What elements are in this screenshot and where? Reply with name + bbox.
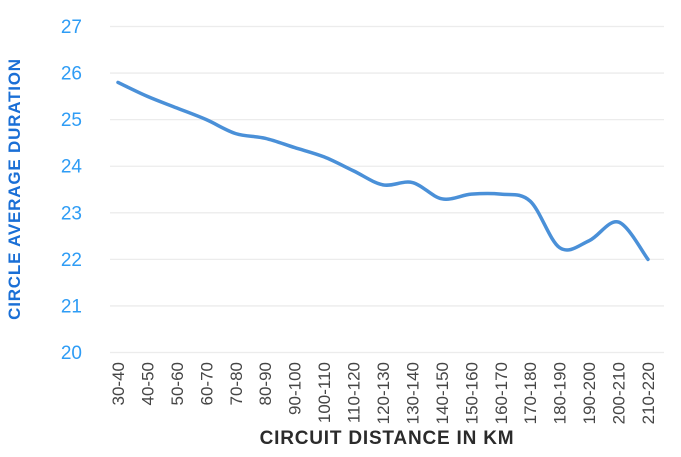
duration-line — [116, 80, 650, 262]
x-tick-label: 70-80 — [227, 362, 246, 405]
y-tick-label: 26 — [61, 64, 82, 85]
y-tick-label: 27 — [61, 17, 82, 38]
x-tick-label: 40-50 — [138, 362, 157, 405]
x-tick-label: 30-40 — [109, 362, 128, 405]
x-axis-title: CIRCUIT DISTANCE IN KM — [260, 428, 515, 449]
x-tick-label: 200-210 — [610, 362, 629, 424]
x-tick-label: 60-70 — [197, 362, 216, 405]
x-tick-label: 150-160 — [462, 362, 481, 424]
x-axis-tick-labels: 30-40 40-50 50-60 60-70 70-80 80-90 90-100 100-… — [109, 362, 658, 424]
y-axis-title: CIRCLE AVERAGE DURATION — [5, 58, 24, 320]
y-axis-tick-labels: 20 21 22 23 24 25 26 27 — [61, 17, 83, 364]
x-tick-label: 50-60 — [168, 362, 187, 405]
x-tick-label: 180-190 — [551, 362, 570, 424]
y-tick-label: 25 — [61, 110, 82, 131]
x-tick-label: 110-120 — [345, 362, 364, 423]
y-tick-label: 21 — [61, 296, 82, 317]
x-tick-label: 210-220 — [639, 362, 658, 424]
x-tick-label: 130-140 — [403, 362, 422, 424]
y-tick-label: 23 — [61, 203, 82, 224]
y-tick-label: 24 — [61, 157, 83, 178]
x-tick-label: 120-130 — [374, 362, 393, 424]
x-tick-label: 100-110 — [315, 362, 334, 423]
x-tick-label: 140-150 — [433, 362, 452, 424]
y-tick-label: 22 — [61, 250, 82, 271]
x-tick-label: 170-180 — [521, 362, 540, 424]
x-tick-label: 80-90 — [256, 362, 275, 405]
y-tick-label: 20 — [61, 343, 82, 364]
x-tick-label: 160-170 — [492, 362, 511, 424]
x-tick-label: 90-100 — [286, 362, 305, 415]
x-tick-label: 190-200 — [580, 362, 599, 424]
gridlines — [110, 25, 664, 354]
